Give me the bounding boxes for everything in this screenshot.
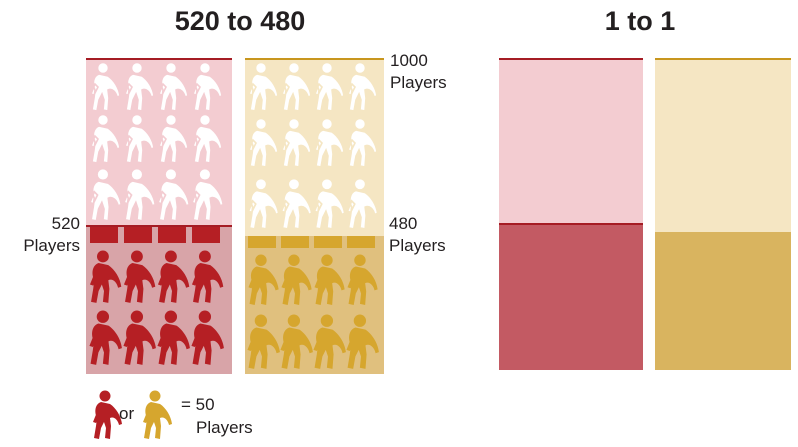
red-ratio-top [499,58,643,224]
gold-player-partial [281,236,309,248]
red-player-figure [191,310,224,365]
red-count-label: 520 Players [18,213,80,257]
total-count: 1000 [390,51,428,70]
gold-player-figure [347,254,378,305]
red-player-figure [123,310,156,365]
gold-player-figure [247,177,280,230]
legend-equals: = 50 [181,395,215,414]
red-ratio-bottom [499,224,643,370]
legend-unit: Players [196,418,253,437]
gold-player-figure [280,117,312,168]
legend-red-figure [93,390,122,439]
red-player-partial [192,227,220,243]
gold-player-figure [314,254,345,305]
gold-player-figure [346,61,378,112]
gold-player-partial [347,236,375,248]
legend-or: or [119,404,135,423]
gold-player-figure [346,314,379,369]
red-player-bar [86,58,232,374]
legend-red-player-icon [93,390,122,439]
red-player-figure [123,61,155,112]
gold-count: 480 [389,214,418,233]
red-player-partial [90,227,118,243]
gold-player-figure [346,117,378,168]
red-player-figure [191,113,223,164]
gold-player-figure [280,177,313,230]
red-player-partial [124,227,152,243]
gold-count-label: 480 Players [389,213,446,257]
gold-player-figure [313,177,346,230]
gold-player-figure [280,61,312,112]
gold-player-figure [247,314,280,369]
gold-player-figure [313,314,346,369]
red-player-figure [157,61,189,112]
red-count: 520 [51,214,80,233]
gold-player-figure [313,117,345,168]
red-player-figure [123,113,155,164]
red-player-figure [122,167,157,222]
red-player-figure [157,113,189,164]
red-player-figure [191,61,223,112]
red-player-figure [89,250,122,303]
gold-ratio-bottom [655,232,791,370]
right-title: 1 to 1 [604,6,676,36]
legend-gold-figure [143,390,172,439]
red-player-figure [157,250,190,303]
gold-player-partial [314,236,342,248]
gold-ratio-top [655,58,791,232]
red-ratio-bar [499,58,643,370]
red-player-figure [191,250,224,303]
gold-ratio-bar [655,58,791,370]
gold-player-figure [248,254,279,305]
gold-player-figure [247,61,279,112]
total-unit: Players [390,73,447,92]
gold-player-figure [247,117,279,168]
gold-player-figure [280,314,313,369]
red-player-figure [89,61,121,112]
total-label: 1000 Players [390,50,447,94]
gold-player-figure [281,254,312,305]
red-player-figure [123,250,156,303]
red-player-figure [89,113,121,164]
red-player-figure [157,310,190,365]
red-unit: Players [23,236,80,255]
gold-player-bar [245,58,384,374]
gold-player-partial [248,236,276,248]
red-player-figure [156,167,191,222]
gold-player-figure [313,61,345,112]
red-player-figure [89,310,122,365]
red-player-figure [190,167,225,222]
legend-gold-player-icon [143,390,172,439]
gold-player-figure [346,177,379,230]
gold-unit: Players [389,236,446,255]
left-title: 520 to 480 [174,6,306,36]
red-player-partial [158,227,186,243]
red-player-figure [88,167,123,222]
